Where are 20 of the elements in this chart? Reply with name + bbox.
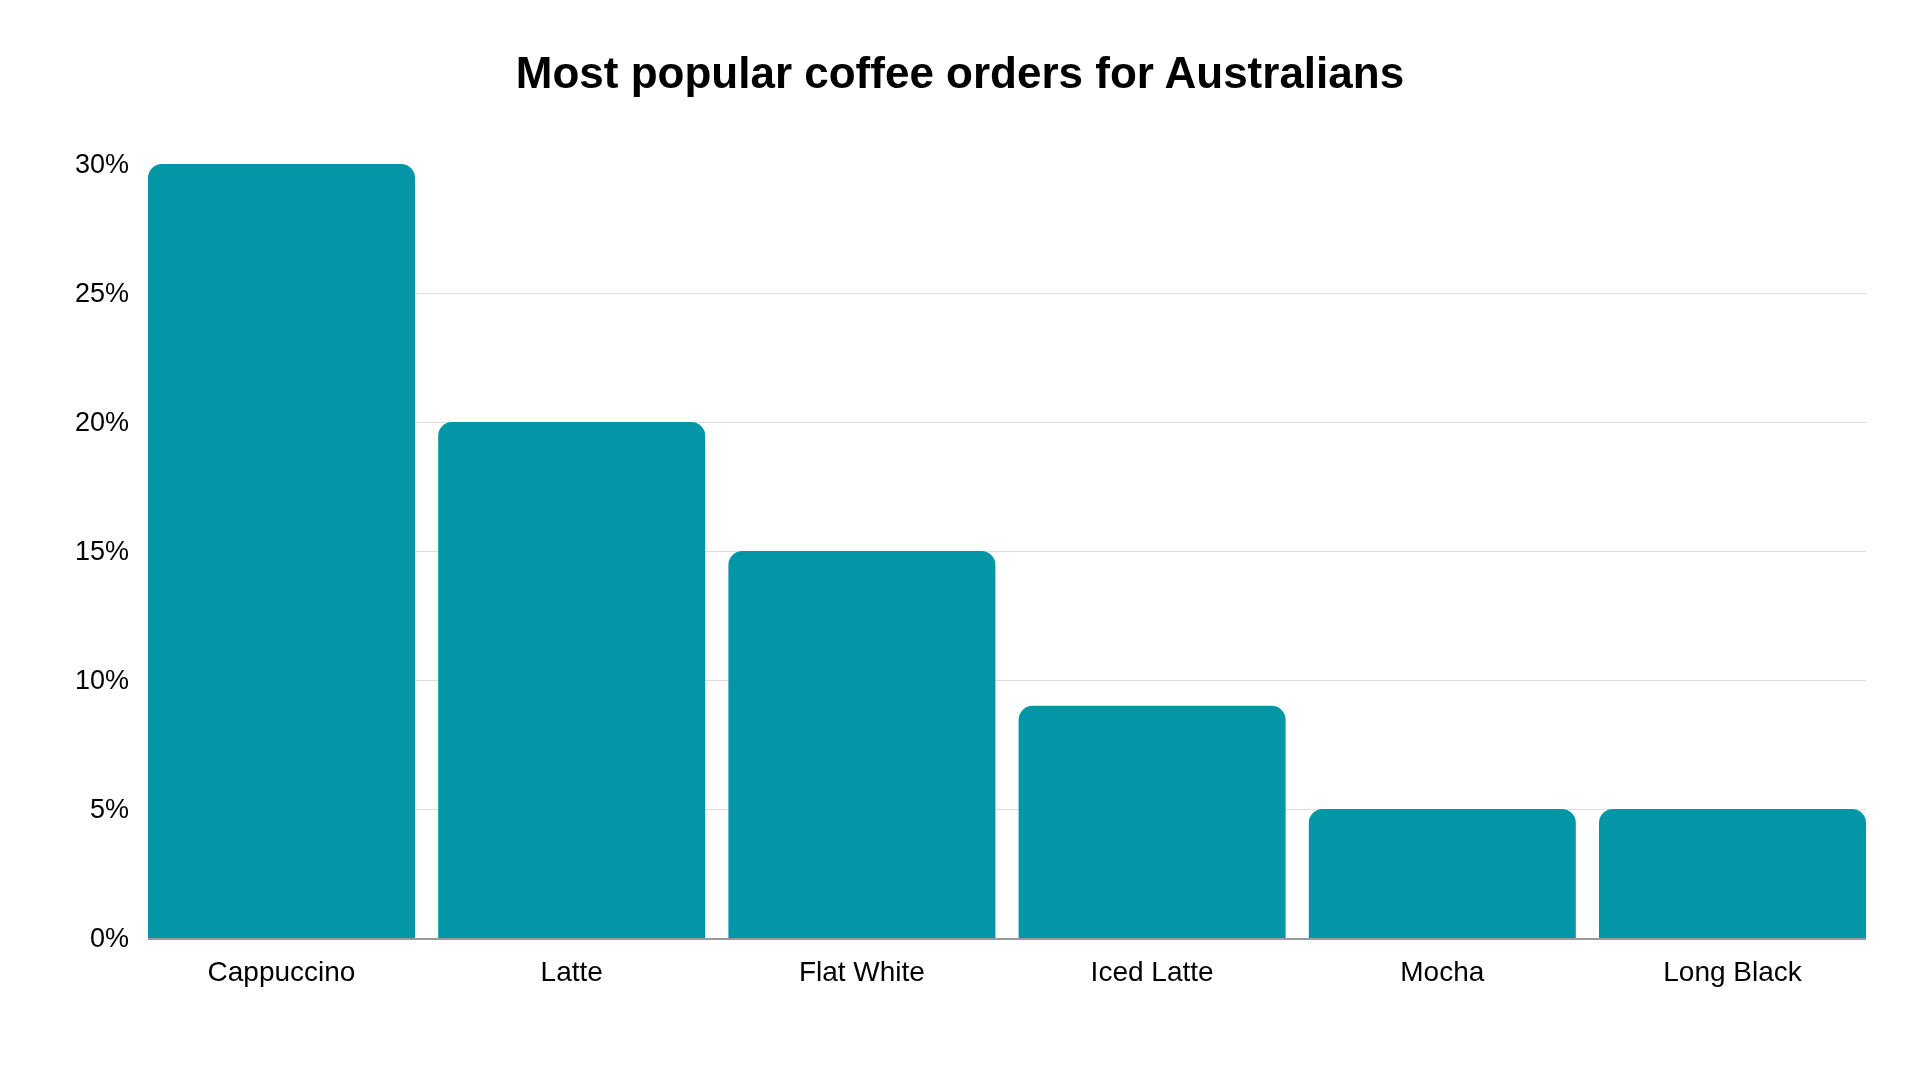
bar — [438, 422, 706, 938]
x-tick-label: Long Black — [1663, 956, 1803, 988]
y-tick-label: 20% — [74, 407, 129, 438]
x-tick-label: Cappuccino — [207, 956, 356, 988]
y-tick-label: 30% — [74, 149, 129, 180]
bar — [728, 551, 996, 938]
y-tick-label: 5% — [89, 794, 129, 825]
x-tick-label: Iced Latte — [1090, 956, 1214, 988]
bar — [1599, 809, 1866, 938]
y-tick-label: 25% — [74, 278, 129, 309]
bar — [1018, 705, 1286, 938]
bar — [148, 164, 415, 938]
x-tick-label: Mocha — [1400, 956, 1485, 988]
chart-title: Most popular coffee orders for Australians — [515, 48, 1405, 98]
y-tick-label: 0% — [89, 923, 129, 954]
x-tick-label: Latte — [540, 956, 603, 988]
bar — [1308, 809, 1576, 938]
y-tick-label: 15% — [74, 536, 129, 567]
y-tick-label: 10% — [74, 665, 129, 696]
x-tick-label: Flat White — [798, 956, 925, 988]
